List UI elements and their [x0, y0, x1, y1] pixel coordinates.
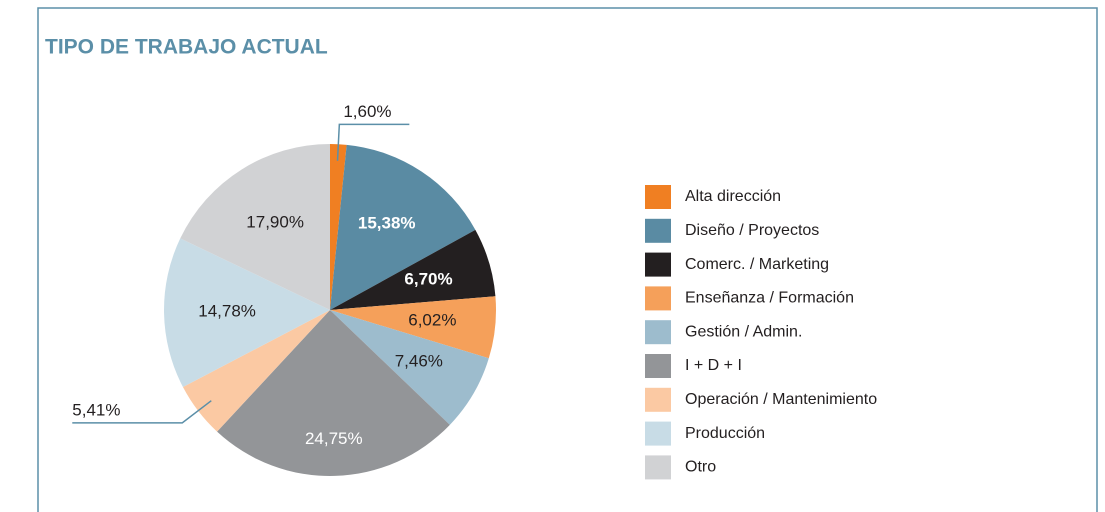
slice-label: 5,41%	[72, 400, 120, 419]
legend-swatch	[645, 421, 671, 446]
pie-slice	[330, 310, 489, 425]
legend-label: I + D + I	[685, 357, 742, 374]
legend-label: Producción	[685, 425, 765, 442]
slice-label: 1,60%	[343, 102, 391, 121]
pie-slice	[330, 229, 496, 310]
frame	[37, 7, 1098, 512]
pie-slice	[330, 144, 347, 310]
pie-slice	[330, 296, 496, 359]
leader-line	[72, 400, 212, 424]
slice-label: 7,46%	[395, 351, 443, 370]
chart-title: TIPO DE TRABAJO ACTUAL	[45, 36, 328, 59]
legend-swatch	[645, 354, 671, 378]
pie-slice	[180, 144, 330, 310]
legend-label: Operación / Mantenimiento	[685, 391, 877, 408]
legend-label: Alta dirección	[685, 188, 781, 205]
legend-swatch	[645, 185, 671, 209]
slice-label: 24,75%	[305, 429, 363, 448]
slice-label: 6,70%	[404, 270, 452, 289]
pie-slice	[330, 144, 476, 310]
legend-label: Gestión / Admin.	[685, 323, 802, 340]
legend-label: Enseñanza / Formación	[685, 290, 854, 307]
legend-swatch	[645, 218, 671, 243]
legend-swatch	[645, 286, 671, 311]
pie-slice	[182, 310, 330, 432]
leader-line	[336, 123, 410, 161]
legend-swatch	[645, 252, 671, 277]
slice-label: 15,38%	[358, 214, 416, 233]
legend-label: Comerc. / Marketing	[685, 256, 829, 273]
slice-label: 17,90%	[246, 212, 304, 231]
legend-swatch	[645, 455, 671, 480]
pie-slice	[164, 238, 330, 388]
slice-label: 14,78%	[198, 301, 256, 320]
slice-label: 6,02%	[408, 310, 456, 329]
legend-label: Diseño / Proyectos	[685, 222, 819, 239]
legend-swatch	[645, 387, 671, 412]
legend-swatch	[645, 320, 671, 345]
legend-label: Otro	[685, 459, 716, 476]
pie-slice	[217, 310, 450, 476]
